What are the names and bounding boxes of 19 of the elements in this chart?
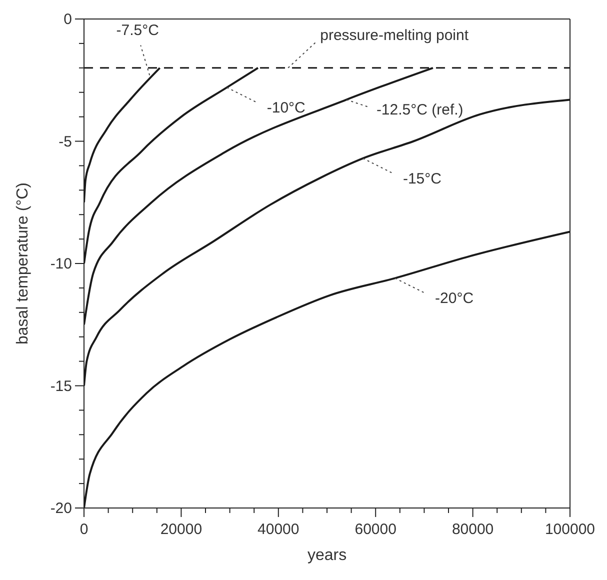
annotation: -15°C bbox=[402, 170, 442, 188]
y-tick-label: -20 bbox=[50, 500, 72, 517]
y-tick-label: -15 bbox=[50, 378, 72, 395]
annotation: -10°C bbox=[266, 99, 306, 116]
annotation: -7.5°C bbox=[116, 22, 160, 40]
y-axis-title: basal temperature (°C) bbox=[14, 182, 32, 345]
x-tick-label: 20000 bbox=[160, 521, 202, 538]
y-tick-label: 0 bbox=[64, 11, 72, 28]
y-tick-label: -10 bbox=[50, 256, 72, 272]
x-tick-label: 60000 bbox=[354, 521, 396, 538]
x-tick-label: 100000 bbox=[544, 521, 596, 538]
annotation: -12.5°C (ref.) bbox=[376, 102, 464, 119]
x-axis-title: years bbox=[307, 547, 347, 564]
y-tick-label: -5 bbox=[58, 133, 72, 150]
x-tick-label: 0 bbox=[80, 521, 88, 538]
annotation: -20°C bbox=[435, 290, 474, 308]
ref-line-label: pressure-melting point bbox=[320, 26, 470, 44]
x-tick-label: 80000 bbox=[452, 521, 494, 538]
x-tick-label: 40000 bbox=[258, 521, 300, 538]
